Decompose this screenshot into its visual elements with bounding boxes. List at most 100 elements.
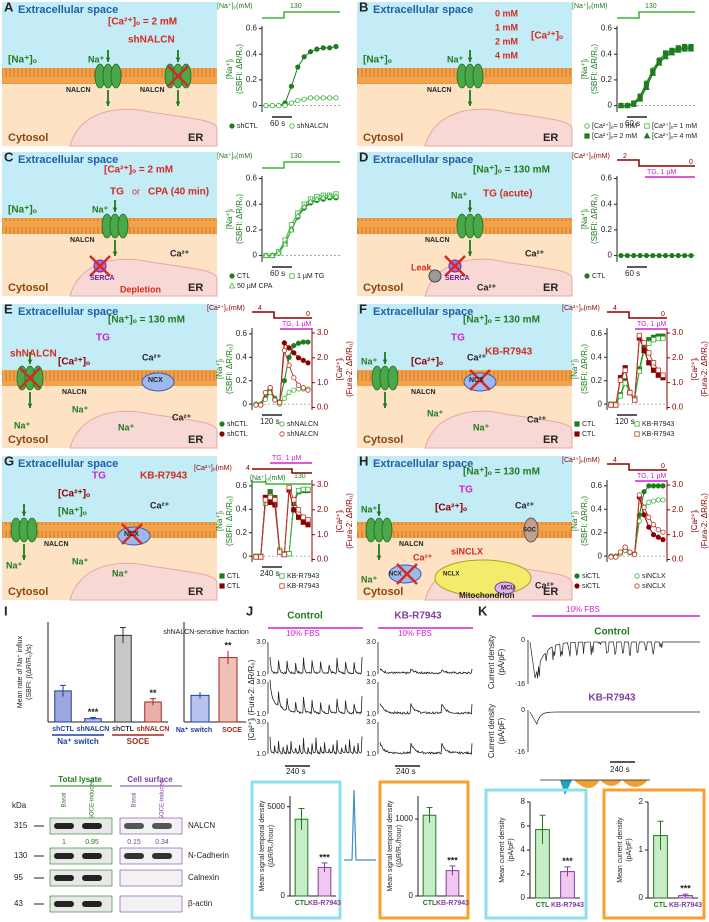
data-point [641, 347, 647, 353]
data-point [291, 342, 297, 349]
x-tick-label: CTL [295, 900, 309, 907]
data-point [641, 340, 647, 346]
schematic-label: Ca²⁺ [477, 282, 497, 292]
data-point [650, 532, 657, 538]
region-label: ER [543, 132, 558, 144]
data-point [584, 273, 590, 279]
data-point [291, 497, 297, 503]
legend-label: shCTL [227, 421, 248, 428]
schematic-label: NALCN [399, 541, 424, 548]
x-tick-label: shNALCN [137, 726, 170, 733]
arrow-head [382, 359, 388, 364]
data-point [622, 367, 628, 373]
arrow-head [21, 511, 27, 516]
exchanger [141, 372, 175, 392]
panel-letter: A [4, 0, 14, 14]
schematic-label: Na⁺ [92, 204, 109, 214]
legend-label: shNALCN [297, 123, 328, 130]
schematic-label: KB-R7943 [485, 347, 533, 358]
schematic-label: [Na⁺]ₒ = 130 mM [108, 315, 185, 326]
schematic-label: NALCN [140, 87, 165, 94]
panel-letter: C [4, 149, 14, 164]
data-point [646, 340, 652, 346]
legend-label: [Ca²⁺]ₒ= 4 mM [652, 133, 697, 140]
y-axis-label: [Na⁺]ᵢ [215, 359, 224, 379]
y-tick-label: 1.0 [366, 671, 376, 678]
data-point [295, 340, 302, 346]
schematic-label: [Ca²⁺]ₒ = 2 mM [108, 17, 177, 28]
schematic-label: Ca²⁺ [515, 500, 535, 510]
data-point [288, 226, 295, 233]
schematic-label: 1 mM [495, 22, 518, 32]
data-point [627, 390, 633, 396]
data-point [219, 573, 225, 579]
trace [269, 656, 363, 675]
stim-label: [Na⁺]ₒ(mM) [217, 153, 253, 160]
arrow-head [382, 403, 388, 408]
schematic-label: NALCN [66, 87, 91, 94]
quant-label: 0.95 [85, 839, 99, 846]
schematic-label: NCX [389, 572, 402, 578]
schematic-label: 2 mM [495, 36, 518, 46]
legend-label: shNALCN [287, 421, 318, 428]
bar [218, 657, 238, 723]
bar [114, 634, 132, 723]
data-point [656, 252, 662, 259]
y-tick-label: 0.6 [246, 24, 258, 33]
extracellular-bg [357, 2, 572, 70]
significance: *** [562, 856, 573, 866]
schematic-label: Depletion [120, 284, 161, 294]
y-tick-label: 0.2 [591, 376, 603, 385]
data-point [295, 355, 302, 361]
series-line [621, 47, 691, 107]
blot-header: Total lysate [58, 775, 102, 784]
current-trace [529, 641, 700, 679]
schematic-label: [Ca²⁺]ₒ [435, 503, 467, 514]
y2-axis-label: [Ca²⁺]ᵢ [690, 510, 699, 533]
data-point [307, 198, 314, 205]
y-tick-label: 1000 [395, 814, 413, 823]
data-point [262, 390, 269, 396]
y-tick-label: 3.0 [366, 719, 376, 726]
data-point [681, 45, 688, 52]
data-point [305, 517, 311, 523]
region-label: Extracellular space [373, 4, 473, 16]
group-label: Na⁺ switch [57, 737, 99, 746]
y-axis-label: [Ca²⁺]ᵢ (Fura-2: ΔR/R₀) [247, 659, 256, 740]
data-point [643, 252, 650, 259]
stim-label: 0 [689, 159, 693, 166]
schematic-label: Na⁺ [361, 504, 378, 514]
data-point [253, 554, 259, 560]
y-tick-label: 2 [521, 869, 526, 878]
trace [379, 703, 473, 715]
schematic-label: TG (acute) [483, 189, 532, 200]
y-axis-label: Mean current density [499, 817, 506, 883]
y-tick-label: 0.4 [236, 504, 248, 513]
inhibition-mark [19, 367, 41, 389]
inhibition-mark [121, 523, 143, 545]
y-axis-label: (SBFI: ΔR/R₀) [225, 344, 234, 394]
x-tick-label: shNALCN [77, 726, 110, 733]
y-tick-label: 0 [253, 101, 258, 110]
data-point [277, 399, 283, 406]
data-point [289, 123, 295, 129]
data-point [276, 102, 282, 109]
schematic-label: [Na⁺]ₒ [8, 205, 37, 216]
stim-label: 130 [645, 3, 657, 10]
data-point [646, 483, 652, 489]
schematic-label: Na⁺ [112, 568, 129, 578]
data-point [300, 203, 308, 210]
data-point [617, 377, 624, 383]
schematic-label: Na⁺ [72, 556, 89, 566]
data-point [281, 340, 287, 346]
data-point [574, 573, 580, 579]
scale-label: 120 s [260, 417, 280, 426]
y2-axis-label: [Ca²⁺]ᵢ [335, 358, 344, 381]
y-tick-label: 0.4 [601, 49, 613, 58]
data-point [281, 551, 287, 558]
region-label: Cytosol [8, 282, 48, 294]
data-point [662, 53, 669, 60]
schematic-label: [Na⁺]ₒ = 130 mM [473, 165, 550, 176]
y-tick-label: 0.6 [236, 329, 248, 338]
data-point [300, 385, 306, 391]
